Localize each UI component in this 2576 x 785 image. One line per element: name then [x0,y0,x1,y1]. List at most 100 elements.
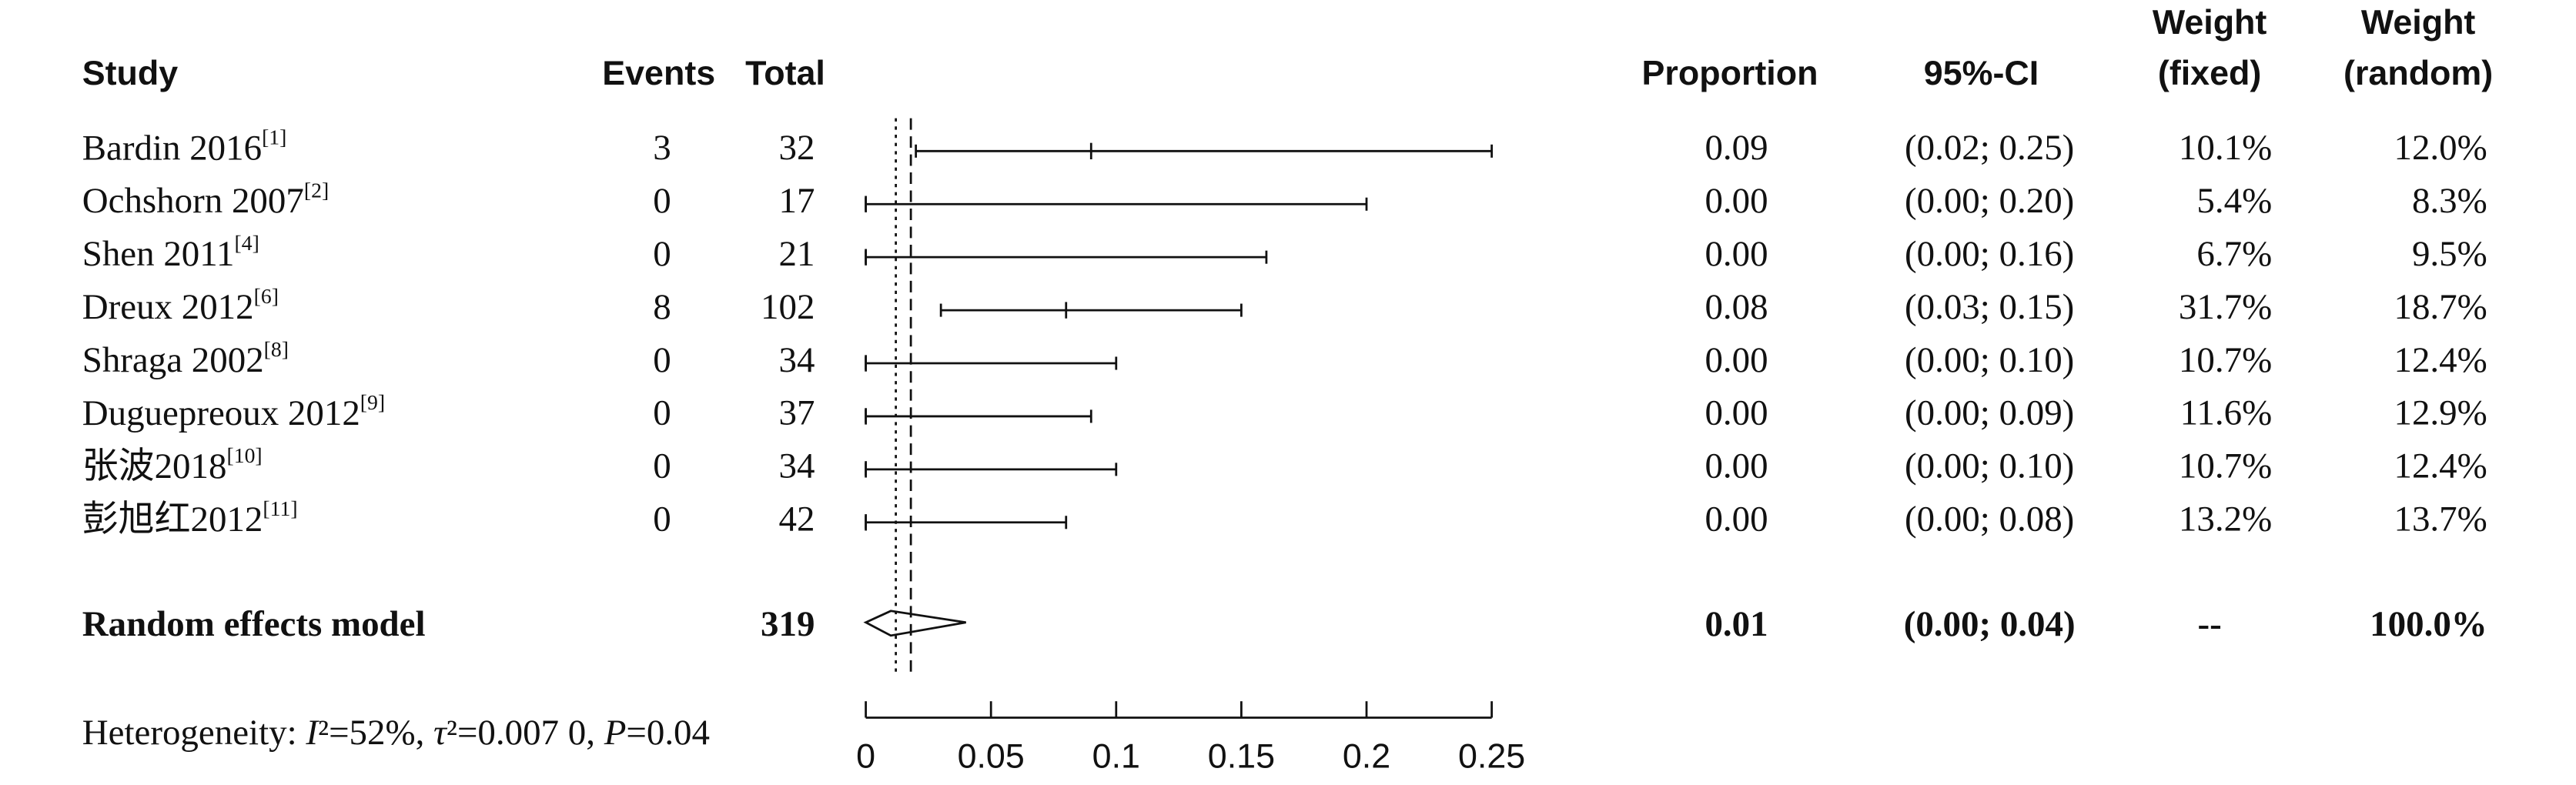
study-ref: [11] [263,497,297,521]
total: 17 [779,181,815,221]
proportion: 0.00 [1705,499,1768,539]
total: 32 [779,128,815,168]
summary-total: 319 [761,604,815,644]
total: 37 [779,393,815,433]
study-label: Shraga 2002 [82,340,264,380]
study-name: 张波2018[10] [82,444,263,486]
summary-ci: (0.00; 0.04) [1904,604,2076,644]
study-name: Bardin 2016[1] [82,126,287,168]
total: 34 [779,340,815,380]
weight-random: 13.7% [2394,499,2487,539]
events: 3 [653,128,671,168]
events: 0 [653,234,671,274]
heterogeneity-part: ²=52%, [318,713,433,753]
heterogeneity-part: ²=0.007 0, [447,713,604,753]
header-study: Study [82,54,179,92]
heterogeneity: Heterogeneity: I²=52%, τ²=0.007 0, P=0.0… [82,713,710,753]
summary-diamond [863,610,966,637]
study-ref: [9] [360,391,385,415]
weight-fixed: 10.1% [2179,128,2272,168]
x-tick-label: 0.15 [1208,737,1275,776]
header-ci: 95%-CI [1924,54,2039,92]
events: 0 [653,499,671,539]
study-label: Duguepreoux 2012 [82,393,360,433]
weight-fixed: 31.7% [2179,287,2272,327]
heterogeneity-part: I [305,713,319,753]
proportion: 0.00 [1705,234,1768,274]
ci-label: (0.00; 0.16) [1905,234,2074,274]
study-ref: [8] [264,338,289,362]
total: 42 [779,499,815,539]
events: 0 [653,340,671,380]
weight-fixed: 11.6% [2180,393,2273,433]
weight-fixed: 10.7% [2179,446,2272,486]
summary-name: Random effects model [82,604,426,644]
header-weight-random: (random) [2343,54,2493,92]
header-weight-fixed: (fixed) [2158,54,2261,92]
weight-fixed: 6.7% [2196,234,2272,274]
study-label: Bardin 2016 [82,128,262,168]
study-ref: [4] [234,232,259,256]
study-label: Dreux 2012 [82,287,254,327]
events: 0 [653,181,671,221]
events: 8 [653,287,671,327]
study-label: Ochshorn 2007 [82,181,304,221]
weight-random: 12.9% [2394,393,2487,433]
ci-label: (0.00; 0.10) [1905,340,2074,380]
heterogeneity-part: =0.04 [626,713,710,753]
total: 102 [761,287,815,327]
summary-weight-random: 100.0% [2370,604,2487,644]
weight-fixed: 10.7% [2179,340,2272,380]
study-name: Dreux 2012[6] [82,286,279,327]
ci-label: (0.00; 0.09) [1905,393,2074,433]
proportion: 0.00 [1705,393,1768,433]
study-name: Ochshorn 2007[2] [82,179,329,221]
ci-label: (0.02; 0.25) [1905,128,2074,168]
x-tick-label: 0.25 [1458,737,1525,776]
events: 0 [653,393,671,433]
header-events: Events [602,54,715,92]
study-name: 彭旭红2012[11] [82,497,298,539]
proportion: 0.00 [1705,181,1768,221]
x-tick-label: 0 [856,737,875,776]
ci-label: (0.00; 0.20) [1905,181,2074,221]
header-total: Total [745,54,825,92]
ci-label: (0.03; 0.15) [1905,287,2074,327]
weight-random: 18.7% [2394,287,2487,327]
proportion: 0.00 [1705,446,1768,486]
proportion: 0.00 [1705,340,1768,380]
weight-fixed: 13.2% [2179,499,2272,539]
weight-random: 12.0% [2394,128,2487,168]
weight-random: 8.3% [2412,181,2487,221]
study-label: Shen 2011 [82,234,235,274]
ci-label: (0.00; 0.10) [1905,446,2074,486]
total: 21 [779,234,815,274]
study-ref: [1] [262,126,286,150]
study-ref: [10] [226,444,262,468]
heterogeneity-part: Heterogeneity: [82,713,306,753]
header-weight-fixed: Weight [2153,3,2267,42]
summary-weight-fixed: -- [2197,604,2221,644]
weight-random: 12.4% [2394,446,2487,486]
study-label: 彭旭红2012 [82,499,263,539]
study-ref: [2] [304,179,329,203]
proportion: 0.09 [1705,128,1768,168]
x-tick-label: 0.2 [1343,737,1390,776]
x-tick-label: 0.05 [958,737,1025,776]
weight-fixed: 5.4% [2196,181,2272,221]
heterogeneity-part: τ [433,713,448,753]
x-tick-label: 0.1 [1092,737,1140,776]
study-name: Duguepreoux 2012[9] [82,391,385,433]
weight-random: 12.4% [2394,340,2487,380]
heterogeneity-part: P [604,713,627,753]
ci-label: (0.00; 0.08) [1905,499,2074,539]
study-name: Shen 2011[4] [82,232,259,274]
study-ref: [6] [254,286,279,309]
header-proportion: Proportion [1642,54,1818,92]
weight-random: 9.5% [2412,234,2487,274]
study-label: 张波2018 [82,446,227,486]
total: 34 [779,446,815,486]
events: 0 [653,446,671,486]
summary-proportion: 0.01 [1705,604,1768,644]
